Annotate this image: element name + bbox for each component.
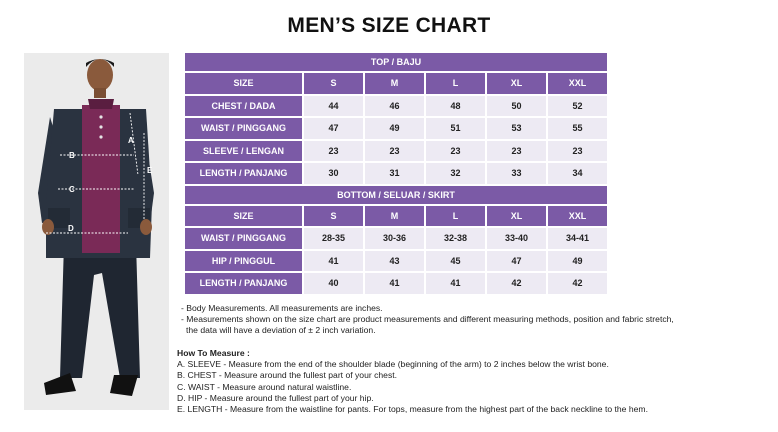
table-cell: 23: [365, 140, 424, 161]
row-label: WAIST / PINGGANG: [185, 228, 302, 249]
how-to-item: C. WAIST - Measure around natural waistl…: [177, 381, 352, 392]
table-cell: 23: [426, 140, 485, 161]
header-cell: S: [304, 205, 363, 226]
table-row: CHEST / DADA 44 46 48 50 52: [185, 95, 607, 116]
note-line: - Body Measurements. All measurements ar…: [181, 303, 383, 313]
how-to-item: B. CHEST - Measure around the fullest pa…: [177, 370, 398, 381]
table-cell: 42: [487, 273, 546, 294]
table-cell: 43: [365, 250, 424, 271]
table-row: HIP / PINGGUL 41 43 45 47 49: [185, 250, 607, 271]
table-cell: 33: [487, 163, 546, 184]
table-cell: 47: [487, 250, 546, 271]
size-table: TOP / BAJU SIZE S M L XL XXL CHEST / DAD…: [183, 51, 609, 296]
measure-label-e: E: [147, 166, 153, 175]
table-cell: 46: [365, 95, 424, 116]
measure-label-d: D: [68, 224, 74, 233]
header-cell: XL: [487, 73, 546, 94]
notes-block: - Body Measurements. All measurements ar…: [181, 303, 771, 337]
table-cell: 49: [548, 250, 607, 271]
table-row: LENGTH / PANJANG 40 41 41 42 42: [185, 273, 607, 294]
header-cell: SIZE: [185, 73, 302, 94]
table-row: WAIST / PINGGANG 28-35 30-36 32-38 33-40…: [185, 228, 607, 249]
row-label: WAIST / PINGGANG: [185, 118, 302, 139]
table-header-row: SIZE S M L XL XXL: [185, 205, 607, 226]
table-cell: 45: [426, 250, 485, 271]
row-label: HIP / PINGGUL: [185, 250, 302, 271]
table-row: WAIST / PINGGANG 47 49 51 53 55: [185, 118, 607, 139]
note-line: the data will have a deviation of ± 2 in…: [186, 325, 376, 336]
page-title: MEN’S SIZE CHART: [287, 14, 491, 37]
row-label: CHEST / DADA: [185, 95, 302, 116]
table-cell: 30: [304, 163, 363, 184]
table-cell: 52: [548, 95, 607, 116]
table-cell: 55: [548, 118, 607, 139]
header-cell: XXL: [548, 73, 607, 94]
measure-label-c: C: [69, 185, 75, 194]
table-cell: 41: [365, 273, 424, 294]
table-cell: 34: [548, 163, 607, 184]
measure-label-a: A: [128, 136, 134, 145]
model-illustration: A B C D E: [38, 59, 154, 396]
table-cell: 49: [365, 118, 424, 139]
header-cell: M: [365, 205, 424, 226]
header-cell: SIZE: [185, 205, 302, 226]
model-photo: A B C D E: [24, 53, 169, 410]
table-cell: 30-36: [365, 228, 424, 249]
table-cell: 53: [487, 118, 546, 139]
row-label: LENGTH / PANJANG: [185, 163, 302, 184]
table-cell: 31: [365, 163, 424, 184]
bottom-section-row: BOTTOM / SELUAR / SKIRT: [185, 185, 607, 204]
top-section-row: TOP / BAJU: [185, 53, 607, 71]
table-cell: 40: [304, 273, 363, 294]
how-to-heading: How To Measure :: [177, 348, 250, 358]
how-to-measure: How To Measure : A. SLEEVE - Measure fro…: [177, 348, 772, 415]
table-cell: 44: [304, 95, 363, 116]
header-cell: S: [304, 73, 363, 94]
note-line: - Measurements shown on the size chart a…: [181, 314, 674, 325]
table-cell: 41: [304, 250, 363, 271]
how-to-item: A. SLEEVE - Measure from the end of the …: [177, 359, 609, 370]
header-cell: L: [426, 205, 485, 226]
section-title-bottom: BOTTOM / SELUAR / SKIRT: [185, 185, 607, 204]
header-cell: M: [365, 73, 424, 94]
table-cell: 48: [426, 95, 485, 116]
measure-label-b: B: [69, 151, 75, 160]
table-cell: 28-35: [304, 228, 363, 249]
table-header-row: SIZE S M L XL XXL: [185, 73, 607, 94]
table-row: LENGTH / PANJANG 30 31 32 33 34: [185, 163, 607, 184]
how-to-item: E. LENGTH - Measure from the waistline f…: [177, 404, 648, 415]
table-cell: 32: [426, 163, 485, 184]
table-cell: 41: [426, 273, 485, 294]
row-label: LENGTH / PANJANG: [185, 273, 302, 294]
table-cell: 34-41: [548, 228, 607, 249]
table-cell: 42: [548, 273, 607, 294]
how-to-item: D. HIP - Measure around the fullest part…: [177, 392, 374, 403]
table-cell: 23: [487, 140, 546, 161]
table-cell: 23: [304, 140, 363, 161]
table-cell: 47: [304, 118, 363, 139]
table-cell: 51: [426, 118, 485, 139]
table-cell: 50: [487, 95, 546, 116]
section-title-top: TOP / BAJU: [185, 53, 607, 71]
header-cell: XXL: [548, 205, 607, 226]
header-cell: L: [426, 73, 485, 94]
row-label: SLEEVE / LENGAN: [185, 140, 302, 161]
table-cell: 33-40: [487, 228, 546, 249]
table-row: SLEEVE / LENGAN 23 23 23 23 23: [185, 140, 607, 161]
table-cell: 23: [548, 140, 607, 161]
header-cell: XL: [487, 205, 546, 226]
table-cell: 32-38: [426, 228, 485, 249]
